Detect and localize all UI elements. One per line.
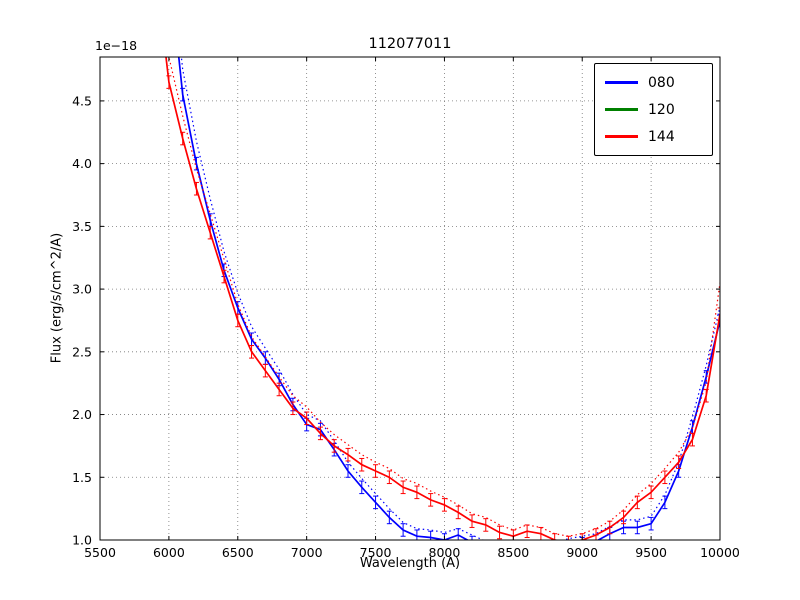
- chart-title: 112077011: [368, 36, 452, 52]
- x-tick-label: 9000: [566, 545, 598, 560]
- x-tick-label: 10000: [700, 545, 740, 560]
- y-tick-label: 2.5: [72, 344, 92, 359]
- x-tick-label: 7000: [291, 545, 323, 560]
- tick-labels: 5500 6000 6500 7000 7500 8000 8500 9000 9500 1000…: [72, 93, 740, 560]
- x-axis-label: Wavelength (A): [359, 556, 461, 571]
- legend-item: 120: [605, 96, 702, 123]
- y-tick-label: 1.0: [72, 533, 92, 548]
- legend: 080 120 144: [594, 63, 713, 156]
- x-tick-label: 9500: [635, 545, 667, 560]
- legend-item-label: 144: [648, 128, 675, 145]
- y-tick-label: 3.0: [72, 282, 92, 297]
- legend-item: 144: [605, 123, 702, 150]
- series-line-080: [177, 57, 720, 540]
- axes-frame: [99, 56, 721, 541]
- x-tick-label: 8500: [497, 545, 529, 560]
- y-tick-label: 4.0: [72, 156, 92, 171]
- legend-item-label: 080: [648, 74, 675, 91]
- x-tick-label: 6500: [222, 545, 254, 560]
- legend-item: 080: [605, 69, 702, 96]
- x-tick-label: 6000: [153, 545, 185, 560]
- series-line-144-dotted: [168, 57, 720, 537]
- y-axis-label: Flux (erg/s/cm^2/A): [49, 232, 65, 364]
- legend-item-label: 120: [648, 101, 675, 118]
- legend-line-swatch: [605, 135, 638, 138]
- series-group: [165, 57, 720, 540]
- legend-line-swatch: [605, 81, 638, 84]
- x-tick-label: 7500: [360, 545, 392, 560]
- y-tick-label: 2.0: [72, 407, 92, 422]
- y-tick-label: 3.5: [72, 219, 92, 234]
- series-line-144: [165, 57, 720, 540]
- tick-marks: [99, 57, 721, 541]
- legend-line-swatch: [605, 108, 638, 111]
- x-tick-label: 5500: [84, 545, 116, 560]
- y-axis-offset-label: 1e−18: [95, 38, 138, 53]
- y-tick-label: 4.5: [72, 93, 92, 108]
- y-tick-label: 1.5: [72, 470, 92, 485]
- x-tick-label: 8000: [429, 545, 461, 560]
